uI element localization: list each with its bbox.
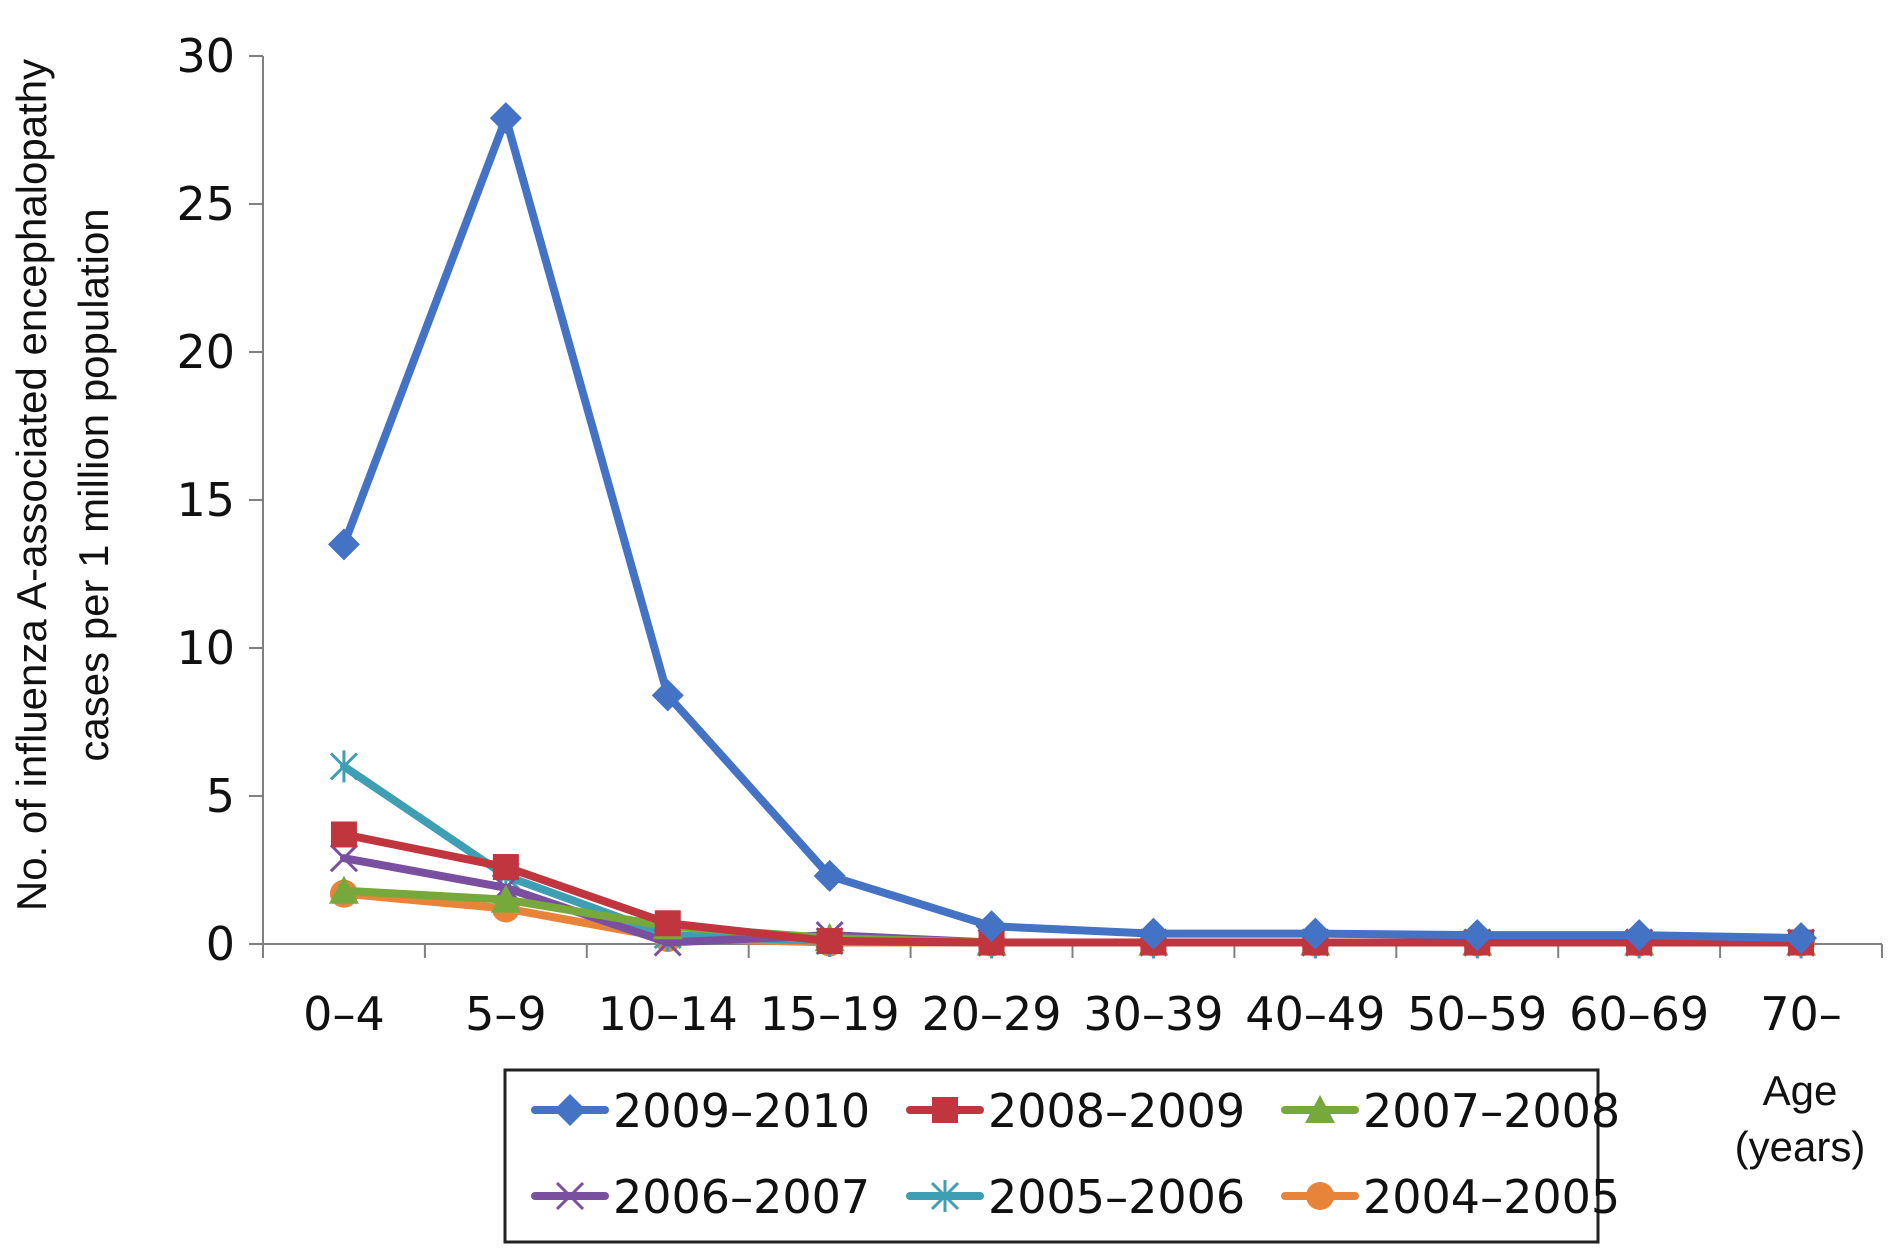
x-tick-label: 15–19 — [760, 987, 900, 1041]
legend-swatch-marker — [1306, 1182, 1334, 1210]
data-point — [975, 910, 1008, 943]
x-tick-label: 0–4 — [303, 987, 385, 1041]
legend-label: 2009–2010 — [613, 1084, 870, 1138]
legend-item: 2008–2009 — [906, 1084, 1245, 1138]
data-point — [813, 859, 846, 892]
data-point — [329, 750, 359, 783]
data-point — [489, 102, 522, 135]
legend-box — [503, 1068, 1600, 1244]
legend-item: 2007–2008 — [1281, 1084, 1620, 1138]
y-axis-title-line: cases per 1 million population — [70, 208, 117, 761]
data-point — [1623, 919, 1656, 952]
data-point — [654, 910, 681, 937]
data-point — [651, 679, 684, 712]
legend-item: 2005–2006 — [906, 1170, 1245, 1224]
x-tick-label: 30–39 — [1083, 987, 1223, 1041]
y-axis-title-text: No. of influenza A-associated encephalop… — [8, 59, 117, 911]
data-point — [492, 854, 519, 881]
y-tick-label: 20 — [176, 325, 235, 379]
x-axis-title-line: (years) — [1735, 1123, 1866, 1170]
legend-item: 2006–2007 — [531, 1170, 870, 1224]
legend-item: 2009–2010 — [531, 1084, 870, 1138]
series-line — [339, 830, 1806, 947]
legend-label: 2006–2007 — [613, 1170, 870, 1224]
axes — [262, 56, 1882, 945]
data-point — [1137, 917, 1170, 950]
data-point — [816, 928, 843, 955]
y-axis-title: No. of influenza A-associated encephalop… — [8, 59, 117, 911]
x-tick-label: 70– — [1760, 987, 1842, 1041]
x-tick-label: 40–49 — [1245, 987, 1385, 1041]
data-point — [328, 875, 359, 904]
legend-label: 2008–2009 — [988, 1084, 1245, 1138]
series-2009–2010 — [327, 102, 1818, 955]
data-point — [1461, 919, 1494, 952]
y-tick-label: 5 — [206, 769, 235, 823]
legend-swatch-marker — [555, 1181, 585, 1211]
data-point — [329, 844, 359, 873]
y-tick-label: 25 — [176, 177, 235, 231]
data-point — [490, 884, 521, 913]
x-tick-label: 50–59 — [1407, 987, 1547, 1041]
data-point — [327, 528, 360, 561]
legend-label: 2007–2008 — [1363, 1084, 1620, 1138]
series-line — [339, 114, 1806, 943]
data-point — [1299, 917, 1332, 950]
series-2008–2009 — [330, 821, 1815, 956]
legend-label: 2004–2005 — [1363, 1170, 1620, 1224]
x-axis-ticks: 0–4 5–9 10–14 15–19 20–29 30–39 40–49 50–59 60–6… — [262, 944, 1883, 1041]
data-point — [1785, 922, 1818, 955]
x-tick-label: 10–14 — [598, 987, 738, 1041]
legend: 2009–2010 2008–2009 2007–2008 2006–2007 2005… — [503, 1068, 1620, 1244]
y-tick-label: 0 — [206, 917, 235, 971]
legend-item: 2004–2005 — [1281, 1170, 1620, 1224]
x-tick-label: 20–29 — [922, 987, 1062, 1041]
data-point — [330, 821, 357, 848]
y-tick-label: 15 — [176, 473, 235, 527]
x-tick-label: 60–69 — [1569, 987, 1709, 1041]
legend-swatch-marker — [930, 1180, 960, 1212]
legend-swatch-marker — [554, 1094, 586, 1126]
legend-swatch-marker — [1305, 1095, 1335, 1123]
y-axis-title-line: No. of influenza A-associated encephalop… — [8, 59, 55, 911]
x-axis-title: Age (years) — [1735, 1067, 1866, 1170]
y-tick-label: 10 — [176, 621, 235, 675]
y-tick-label: 30 — [176, 29, 235, 83]
y-axis-ticks: 0 5 10 15 20 25 30 — [176, 29, 263, 971]
legend-swatch-marker — [932, 1097, 958, 1123]
series-layer — [327, 102, 1818, 959]
legend-label: 2005–2006 — [988, 1170, 1245, 1224]
x-axis-title-line: Age — [1763, 1067, 1838, 1114]
x-tick-label: 5–9 — [465, 987, 547, 1041]
